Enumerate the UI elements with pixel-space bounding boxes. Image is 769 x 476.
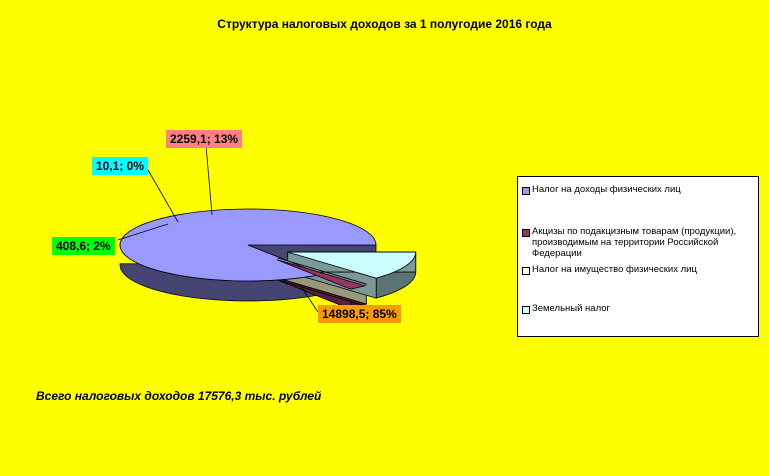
total-revenue-note: Всего налоговых доходов 17576,3 тыс. руб… [36,389,322,403]
data-label: 10,1; 0% [92,157,149,175]
pie-slice [276,259,367,290]
pie-top-layer [119,208,417,290]
pie-slice [119,208,377,282]
leader-line [299,284,319,313]
pie-slice [277,257,368,285]
legend: Налог на доходы физических лиц Акцизы по… [517,176,759,337]
legend-swatch [522,306,530,314]
legend-swatch [522,267,530,275]
leader-line [205,144,213,216]
legend-item-excise: Акцизы по подакцизным товарам (продукции… [522,226,756,259]
legend-item-income-tax: Налог на доходы физических лиц [522,184,756,195]
leader-line [147,169,179,223]
legend-swatch [522,187,530,195]
chart-title: Структура налоговых доходов за 1 полугод… [217,17,552,31]
legend-label: Акцизы по подакцизным товарам (продукции… [532,226,737,259]
legend-label: Земельный налог [532,303,610,314]
data-label: 2259,1; 13% [166,130,243,148]
legend-swatch [522,229,530,237]
legend-label: Налог на доходы физических лиц [532,184,681,195]
legend-item-land-tax: Земельный налог [522,303,756,314]
pie-slice [287,251,417,279]
legend-item-property-tax: Налог на имущество физических лиц [522,264,756,275]
leader-line [117,223,169,241]
data-label: 408,6; 2% [52,237,115,255]
legend-label: Налог на имущество физических лиц [532,264,697,275]
data-label: 14898,5; 85% [318,305,401,323]
